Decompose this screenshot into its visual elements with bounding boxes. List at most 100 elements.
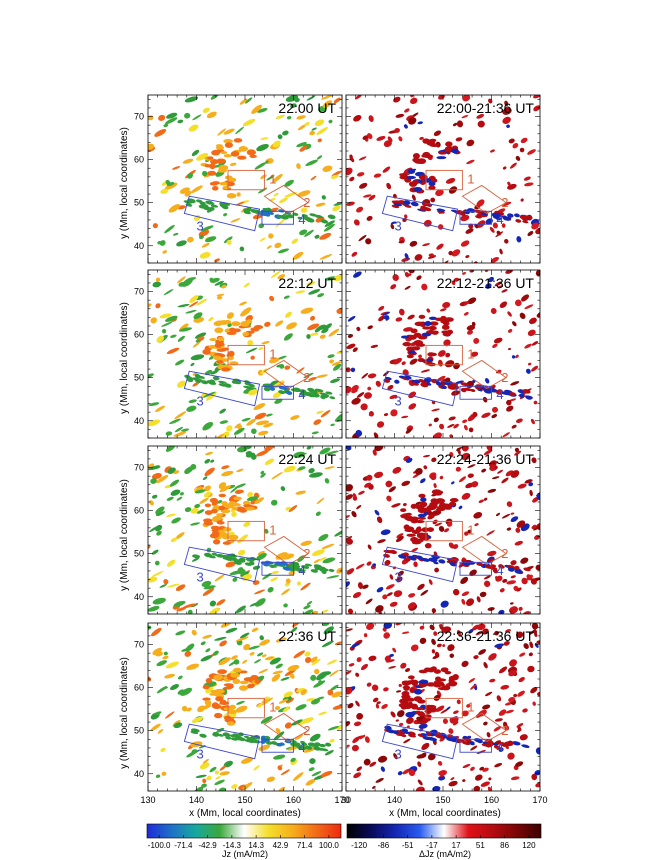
region-label-2: 2	[501, 546, 508, 561]
region-box-3	[183, 546, 261, 583]
panel-frame	[147, 269, 343, 439]
xtick-label: 150	[237, 795, 252, 805]
region-label-4: 4	[496, 563, 503, 578]
region-box-2	[263, 184, 309, 214]
colorbar-delta-jz-tick: -86	[378, 841, 390, 850]
colorbar-jz-tick: 42.9	[273, 841, 289, 850]
ylabel-row-4: y (Mm, local coordinates)	[119, 657, 130, 769]
panel-title: 22:12 UT	[278, 275, 336, 291]
colorbar-jz-tick: -42.9	[199, 841, 218, 850]
panel-r2-c2: 1 2 3 4 22:12-21:36 UT	[345, 269, 541, 439]
region-box-4	[261, 210, 294, 225]
colorbar-jz-tick: -100.0	[148, 841, 171, 850]
ytick-label: 60	[134, 155, 144, 165]
region-label-2: 2	[303, 195, 310, 210]
region-box-2	[263, 359, 309, 389]
region-box-1	[227, 520, 265, 542]
xtick-label: 30	[341, 795, 351, 805]
region-box-4	[261, 561, 294, 576]
xtick-label: 150	[435, 795, 450, 805]
region-box-4	[459, 385, 492, 400]
region-label-1: 1	[467, 171, 474, 186]
panel-title: 22:00 UT	[278, 100, 336, 116]
xtick-label: 140	[387, 795, 402, 805]
region-box-3	[381, 370, 459, 407]
panel-r4-c1: 1 2 3 4 40 50 60 70 130 140 150 160 170 22:36 UT	[134, 622, 350, 805]
ytick-label: 50	[134, 373, 144, 383]
ytick-label: 70	[134, 287, 144, 297]
region-box-1	[227, 169, 265, 191]
colorbar-jz-tick: -71.4	[174, 841, 193, 850]
ylabel-row-1: y (Mm, local coordinates)	[119, 127, 130, 239]
region-label-3: 3	[197, 570, 204, 585]
region-label-3: 3	[197, 747, 204, 762]
panel-title: 22:24 UT	[278, 451, 336, 467]
colorbar-delta-jz: -120 -86 -51 -17 17 51 86 120	[346, 823, 542, 850]
region-box-1	[227, 697, 265, 719]
region-label-4: 4	[298, 740, 305, 755]
panel-title: 22:12-21:36 UT	[437, 275, 535, 291]
colorbar-jz-bar	[146, 823, 342, 839]
panel-title: 22:24-21:36 UT	[437, 451, 535, 467]
region-box-4	[459, 561, 492, 576]
colorbar-delta-jz-tick: 51	[476, 841, 485, 850]
ytick-label: 50	[134, 726, 144, 736]
panel-title: 22:36-21:36 UT	[437, 628, 535, 644]
region-box-3	[183, 370, 261, 407]
region-label-2: 2	[501, 370, 508, 385]
region-box-3	[381, 195, 459, 232]
panel-r2-c1: 1 2 3 4 40 50 60 70 22:12 UT	[134, 269, 343, 439]
panel-r3-c2: 1 2 3 4 22:24-21:36 UT	[345, 445, 541, 615]
region-label-4: 4	[496, 387, 503, 402]
region-label-4: 4	[496, 740, 503, 755]
ytick-label: 70	[134, 112, 144, 122]
ytick-label: 60	[134, 506, 144, 516]
region-label-2: 2	[501, 723, 508, 738]
panel-r1-c2: 1 2 3 4 22:00-21:36 UT	[345, 94, 541, 264]
xtick-label: 160	[484, 795, 499, 805]
region-label-2: 2	[303, 370, 310, 385]
panel-frame	[345, 94, 541, 264]
region-box-3	[183, 195, 261, 232]
xtick-label: 170	[532, 795, 547, 805]
xtick-label: 160	[286, 795, 301, 805]
region-box-3	[183, 723, 261, 760]
xlabel-left: x (Mm, local coordinates)	[189, 808, 301, 819]
panel-grid: 1 2 3 4 40 50 60 70 22:00 UT 1 2 3 4 22:00-21:36 UT 1 2…	[134, 94, 548, 805]
region-box-2	[461, 359, 507, 389]
region-box-3	[381, 723, 459, 760]
region-box-2	[461, 712, 507, 742]
ylabel-row-3: y (Mm, local coordinates)	[119, 479, 130, 591]
region-label-3: 3	[395, 219, 402, 234]
region-label-1: 1	[467, 699, 474, 714]
ytick-label: 70	[134, 463, 144, 473]
region-label-3: 3	[395, 747, 402, 762]
ytick-label: 50	[134, 198, 144, 208]
region-box-4	[261, 738, 294, 753]
xlabel-right: x (Mm, local coordinates)	[389, 808, 501, 819]
region-label-4: 4	[298, 387, 305, 402]
colorbar-jz-tick: 100.0	[319, 841, 340, 850]
region-label-2: 2	[303, 546, 310, 561]
colorbar-delta-jz-tick: -51	[402, 841, 414, 850]
colorbar-delta-jz-tick: -17	[426, 841, 438, 850]
region-box-4	[261, 385, 294, 400]
colorbar-jz-tick: 71.4	[297, 841, 313, 850]
region-label-2: 2	[501, 195, 508, 210]
panel-r3-c1: 1 2 3 4 40 50 60 70 22:24 UT	[134, 445, 343, 615]
colorbar-delta-jz-tick: 120	[522, 841, 536, 850]
region-label-1: 1	[269, 699, 276, 714]
colorbar-delta-jz-label: ΔJz (mA/m2)	[419, 849, 471, 859]
region-label-4: 4	[298, 563, 305, 578]
ytick-label: 70	[134, 640, 144, 650]
colorbar-jz-tick: -14.3	[223, 841, 242, 850]
region-box-2	[461, 184, 507, 214]
ytick-label: 40	[134, 416, 144, 426]
ylabel-row-2: y (Mm, local coordinates)	[119, 302, 130, 414]
panel-r4-c2: 1 2 3 4 30 140 150 160 170 22:36-21:36 UT	[341, 622, 548, 805]
colorbar-jz-label: Jz (mA/m2)	[222, 849, 268, 859]
region-box-2	[461, 535, 507, 565]
region-label-2: 2	[303, 723, 310, 738]
ytick-label: 60	[134, 683, 144, 693]
